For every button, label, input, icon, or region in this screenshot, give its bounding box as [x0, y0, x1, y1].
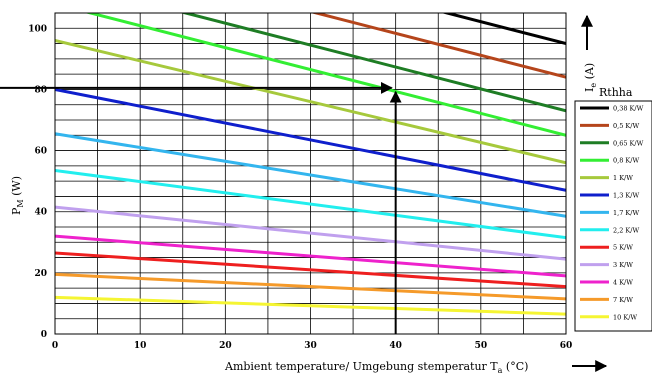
y-tick-label: 20	[34, 269, 47, 279]
legend: 0,38 K/W 0,5 K/W 0,65 K/W 0,8 K/W 1 K/W 1,3 K…	[580, 105, 644, 321]
x-tick-label: 20	[219, 341, 232, 351]
legend-label-2: 0,65 K/W	[613, 139, 644, 147]
x-axis-title: Ambient temperature/ Umgebung stemperatu…	[224, 360, 528, 374]
series-line-1	[310, 13, 566, 79]
x-tick-label: 60	[560, 341, 573, 351]
series-line-11	[55, 272, 566, 301]
legend-label-4: 1 K/W	[613, 174, 633, 182]
series-line-6	[55, 132, 566, 218]
legend-label-5: 1,3 K/W	[613, 192, 639, 200]
legend-label-7: 2,2 K/W	[613, 226, 639, 234]
series-line-4	[55, 39, 566, 165]
legend-label-12: 10 K/W	[613, 313, 637, 321]
y-tick-labels: 0 20 40 60 80 100	[28, 24, 47, 340]
series-line-0	[441, 13, 566, 46]
series-line-7	[55, 168, 566, 240]
series-line-9	[55, 205, 566, 261]
x-tick-label: 40	[389, 341, 402, 351]
y-tick-label: 0	[41, 330, 47, 340]
right-axis-title: Ie (A)	[583, 63, 598, 92]
legend-box	[574, 100, 652, 332]
y-tick-label: 60	[34, 147, 47, 157]
y-tick-label: 80	[34, 85, 47, 95]
x-tick-label: 0	[52, 341, 58, 351]
legend-label-1: 0,5 K/W	[613, 122, 639, 130]
series-line-8	[55, 251, 566, 289]
annotation-arrow	[0, 81, 402, 334]
x-tick-label: 30	[304, 341, 317, 351]
x-tick-label: 50	[475, 341, 488, 351]
series-line-3	[84, 13, 566, 137]
legend-title: Rthha	[599, 86, 633, 99]
legend-label-8: 5 K/W	[613, 244, 633, 252]
x-tick-labels: 0 10 20 30 40 50 60	[52, 341, 572, 351]
series-line-2	[179, 13, 566, 113]
legend-label-10: 4 K/W	[613, 279, 633, 287]
series-line-10	[55, 234, 566, 278]
series-line-5	[55, 87, 566, 192]
legend-label-3: 0,8 K/W	[613, 157, 639, 165]
x-tick-label: 10	[134, 341, 147, 351]
plot-frame	[54, 12, 567, 335]
y-tick-label: 40	[34, 208, 47, 218]
y-axis-title: PM (W)	[10, 176, 25, 215]
legend-label-9: 3 K/W	[613, 261, 633, 269]
legend-label-11: 7 K/W	[613, 296, 633, 304]
series-layer	[55, 13, 566, 316]
legend-label-0: 0,38 K/W	[613, 105, 644, 113]
legend-label-6: 1,7 K/W	[613, 209, 639, 217]
series-line-12	[55, 295, 566, 316]
y-tick-label: 100	[28, 24, 47, 34]
